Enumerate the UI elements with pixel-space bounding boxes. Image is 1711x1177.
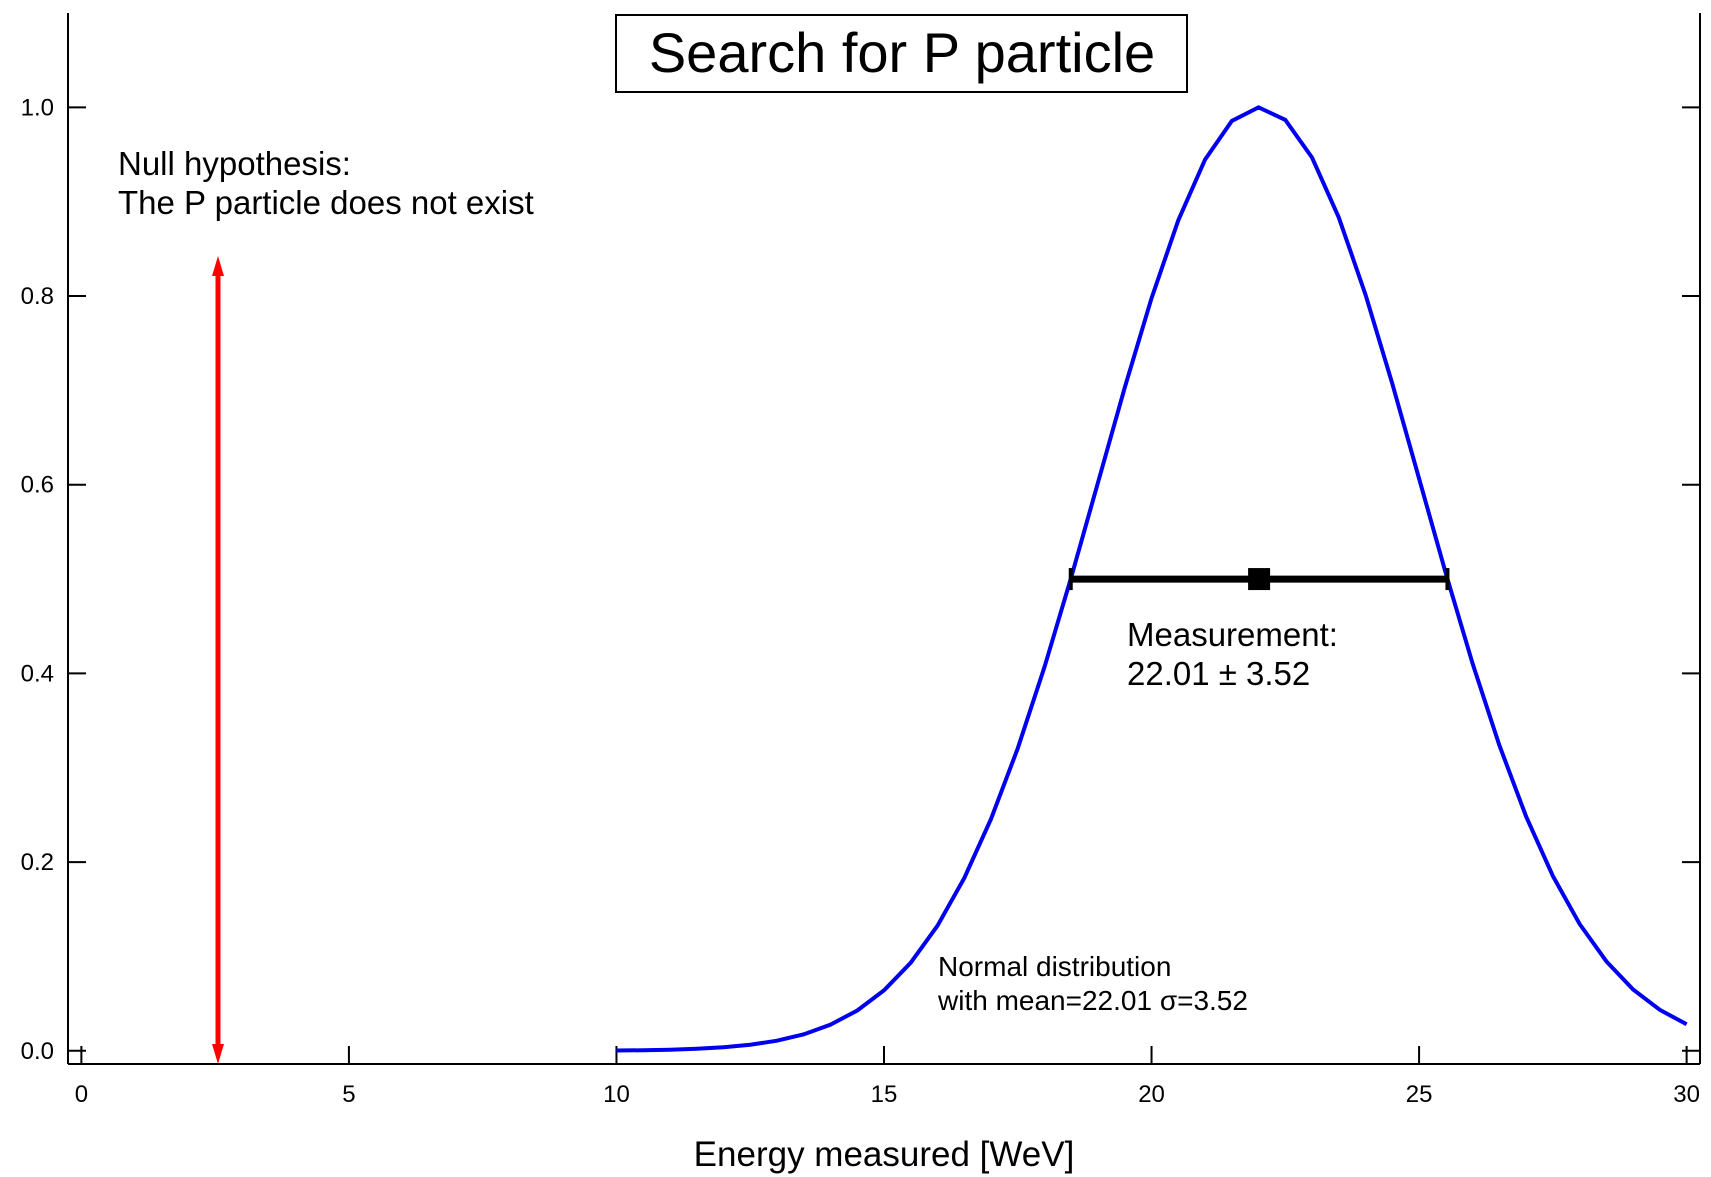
annotation: Normal distribution <box>938 951 1171 982</box>
annotation: The P particle does not exist <box>118 184 534 221</box>
annotation: Null hypothesis: <box>118 145 351 182</box>
x-tick-label: 15 <box>871 1081 898 1108</box>
curve <box>616 105 1688 1053</box>
y-tick-label: 1.0 <box>21 94 54 121</box>
y-tick-label: 0.0 <box>21 1038 54 1065</box>
x-tick-label: 10 <box>603 1081 630 1108</box>
x-tick-label: 5 <box>342 1081 355 1108</box>
x-tick-label: 30 <box>1673 1081 1700 1108</box>
y-tick-label: 0.4 <box>21 660 54 687</box>
x-axis-label: Energy measured [WeV] <box>694 1135 1075 1174</box>
x-tick-label: 0 <box>75 1081 88 1108</box>
annotation: with mean=22.01 σ=3.52 <box>937 985 1248 1016</box>
x-tick-label: 25 <box>1406 1081 1433 1108</box>
y-tick-label: 0.2 <box>21 849 54 876</box>
arrow-head-bottom <box>212 1044 224 1064</box>
chart-title: Search for P particle <box>649 21 1155 84</box>
title-box <box>615 14 1188 93</box>
y-tick-label: 0.6 <box>21 472 54 499</box>
annotation: Measurement: <box>1127 616 1338 653</box>
arrow-head-top <box>212 256 224 276</box>
x-tick-label: 20 <box>1138 1081 1165 1108</box>
y-tick-label: 0.8 <box>21 283 54 310</box>
annotation: 22.01 ± 3.52 <box>1127 655 1310 692</box>
measurement-point <box>1248 568 1271 591</box>
